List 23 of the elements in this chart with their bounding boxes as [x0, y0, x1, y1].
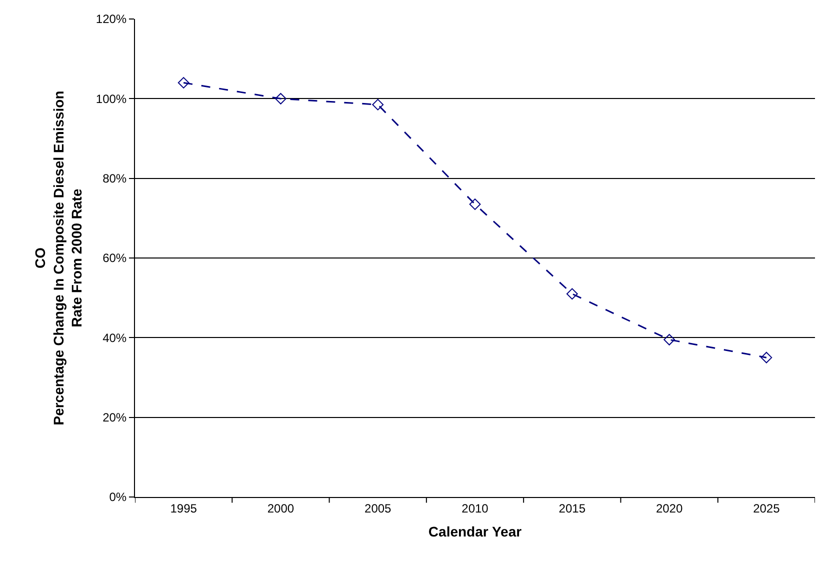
y-tick-label: 20% — [102, 410, 127, 425]
x-tick-label: 2000 — [267, 501, 294, 516]
point — [178, 77, 190, 88]
y-tick-label: 0% — [109, 490, 127, 504]
point — [372, 98, 384, 110]
x-tick-label: 2005 — [364, 501, 392, 516]
point — [275, 92, 286, 104]
x-tick-label: 2025 — [753, 501, 780, 516]
y-tick-label: 120% — [96, 12, 127, 26]
y-tick-label: 60% — [102, 251, 127, 266]
point — [664, 334, 675, 346]
point — [566, 288, 578, 300]
y-tick-label: 40% — [102, 330, 127, 345]
x-tick-label: 1995 — [170, 501, 198, 516]
x-axis-title: Calendar Year — [428, 524, 522, 540]
point — [760, 352, 772, 364]
y-tick-label: 80% — [102, 172, 127, 186]
x-tick-label: 2010 — [462, 501, 489, 516]
x-tick-label: 2015 — [558, 501, 586, 516]
point — [469, 198, 481, 210]
x-tick-label: 2020 — [656, 501, 683, 516]
y-axis-title: CO Percentage Change In Composite Diesel Emission Rate From 2000 Rate — [32, 90, 84, 426]
y-tick-label: 100% — [96, 92, 127, 106]
